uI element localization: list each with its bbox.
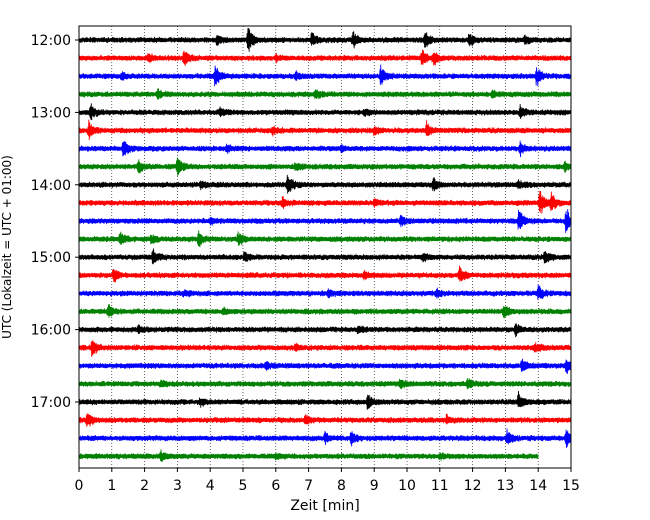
x-tick-label: 9	[370, 478, 379, 494]
plot-frame	[78, 25, 572, 469]
trace-1600	[78, 323, 572, 338]
y-tick-label: 14:00	[31, 178, 71, 194]
x-tick-label: 1	[107, 478, 116, 494]
trace-1745	[78, 449, 539, 463]
trace-1415	[78, 190, 572, 214]
trace-1715	[78, 413, 572, 427]
y-axis: 12:00 13:00 14:00 15:00 16:00 17:00	[31, 33, 79, 411]
trace-1345	[78, 157, 572, 176]
x-tick-label: 0	[75, 478, 84, 494]
trace-1330	[78, 140, 572, 158]
trace-1630	[78, 358, 572, 375]
x-tick-label: 13	[496, 478, 514, 494]
trace-1645	[78, 377, 572, 390]
trace-1400	[78, 174, 572, 194]
x-tick-label: 7	[304, 478, 313, 494]
x-tick-label: 15	[562, 478, 580, 494]
trace-1315	[78, 119, 572, 140]
trace-1545	[78, 304, 572, 319]
y-tick-label: 12:00	[31, 33, 71, 49]
trace-1615	[78, 340, 572, 357]
y-tick-label: 13:00	[31, 105, 71, 121]
x-axis-label: Zeit [min]	[290, 498, 359, 514]
trace-1230	[78, 64, 572, 87]
x-tick-label: 3	[173, 478, 182, 494]
trace-1700	[78, 390, 572, 410]
trace-layer	[78, 27, 572, 463]
x-tick-label: 14	[529, 478, 547, 494]
x-tick-label: 8	[337, 478, 346, 494]
x-tick-label: 5	[239, 478, 248, 494]
trace-1730	[78, 428, 572, 448]
y-axis-label: UTC (Lokalzeit = UTC + 01:00)	[0, 155, 14, 339]
y-tick-label: 16:00	[31, 323, 71, 339]
trace-1430	[78, 208, 572, 233]
x-tick-label: 11	[431, 478, 449, 494]
trace-1500	[78, 248, 572, 265]
trace-1515	[78, 265, 572, 283]
x-tick-label: 2	[140, 478, 149, 494]
x-tick-label: 12	[464, 478, 482, 494]
x-axis: 0 1 2 3 4 5 6 7 8 9 10 11 12 13 14 15	[75, 468, 580, 494]
trace-1530	[78, 284, 572, 300]
x-tick-label: 6	[271, 478, 280, 494]
trace-1245	[78, 88, 572, 101]
x-tick-label: 4	[206, 478, 215, 494]
trace-1200	[78, 27, 572, 52]
trace-1445	[78, 230, 572, 248]
y-tick-label: 17:00	[31, 395, 71, 411]
trace-1215	[78, 49, 572, 66]
trace-1300	[78, 103, 572, 121]
x-tick-label: 10	[398, 478, 416, 494]
y-tick-label: 15:00	[31, 250, 71, 266]
